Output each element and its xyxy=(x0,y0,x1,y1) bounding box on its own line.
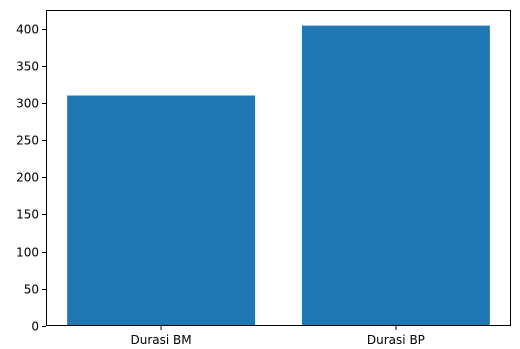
y-tick-label: 400 xyxy=(16,23,39,37)
y-tick-label: 300 xyxy=(16,97,39,111)
y-tick-label: 150 xyxy=(16,208,39,222)
x-tick-label: Durasi BM xyxy=(131,333,192,347)
bar-durasi-bp xyxy=(301,25,490,327)
y-tick-label: 0 xyxy=(31,320,39,334)
y-tick-label: 350 xyxy=(16,60,39,74)
y-tick-label: 200 xyxy=(16,171,39,185)
y-tick-label: 250 xyxy=(16,134,39,148)
x-tick-label: Durasi BP xyxy=(367,333,425,347)
bars-group xyxy=(67,25,490,327)
plot-frame xyxy=(46,10,511,326)
x-axis: Durasi BM Durasi BP xyxy=(131,326,425,347)
y-axis: 0 50 100 150 200 250 300 350 400 xyxy=(16,23,46,334)
y-tick-label: 100 xyxy=(16,246,39,260)
y-tick-label: 50 xyxy=(24,283,39,297)
bar-durasi-bm xyxy=(67,95,256,326)
